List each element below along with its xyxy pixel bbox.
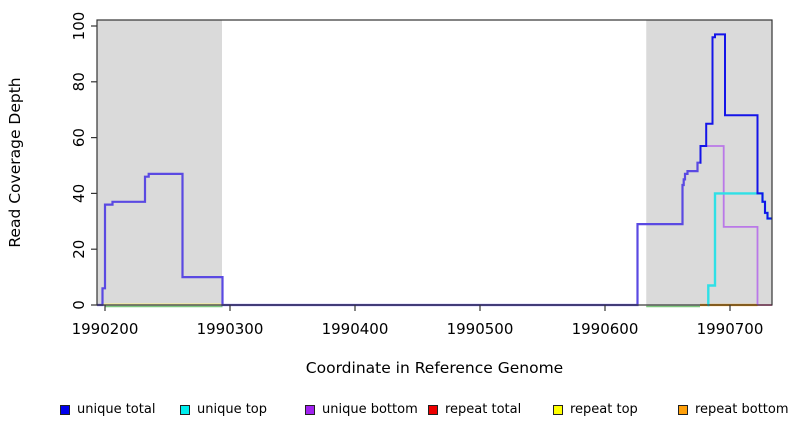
legend-item-repeat-total: repeat total <box>428 402 521 417</box>
series-unique-bottom <box>700 145 759 305</box>
legend-item-unique-total: unique total <box>60 402 155 417</box>
x-tick-label: 1990200 <box>72 320 139 338</box>
series-unique-total <box>699 33 772 220</box>
chart-legend: unique total unique top unique bottom repea… <box>0 392 792 432</box>
y-axis-title: Read Coverage Depth <box>6 77 24 247</box>
legend-swatch-icon <box>428 404 438 415</box>
coverage-depth-chart: 1990200 1990300 1990400 1990500 1990600 19907… <box>6 12 773 377</box>
coverage-plot-svg: 1990200 1990300 1990400 1990500 1990600 19907… <box>6 12 773 377</box>
legend-swatch-icon <box>678 404 688 415</box>
plot-border <box>96 19 773 306</box>
legend-swatch-icon <box>180 404 190 415</box>
y-tick-label: 60 <box>70 128 88 147</box>
x-tick-label: 1990600 <box>572 320 639 338</box>
y-tick-label: 20 <box>70 240 88 259</box>
x-tick-label: 1990300 <box>197 320 264 338</box>
legend-item-unique-bottom: unique bottom <box>305 402 418 417</box>
y-tick-label: 40 <box>70 184 88 203</box>
x-tick-label: 1990700 <box>697 320 764 338</box>
y-tick-label: 100 <box>70 12 88 41</box>
legend-label: repeat total <box>445 402 522 417</box>
legend-label: repeat top <box>570 402 638 417</box>
legend-swatch-icon <box>305 404 315 415</box>
legend-item-repeat-bottom: repeat bottom <box>678 402 789 417</box>
y-tick-label: 80 <box>70 72 88 91</box>
masked-region <box>97 20 222 305</box>
legend-item-repeat-top: repeat top <box>553 402 638 417</box>
masked-region <box>646 20 772 305</box>
legend-label: repeat bottom <box>695 402 789 417</box>
x-tick-label: 1990500 <box>447 320 514 338</box>
y-tick-label: 0 <box>70 300 88 310</box>
legend-label: unique total <box>77 402 156 417</box>
legend-swatch-icon <box>553 404 563 415</box>
series-unique-total+bottom-overlap <box>97 161 700 307</box>
legend-label: unique bottom <box>322 402 418 417</box>
legend-swatch-icon <box>60 404 70 415</box>
x-tick-label: 1990400 <box>322 320 389 338</box>
x-axis-title: Coordinate in Reference Genome <box>306 359 563 377</box>
legend-label: unique top <box>197 402 268 417</box>
legend-item-unique-top: unique top <box>180 402 267 417</box>
